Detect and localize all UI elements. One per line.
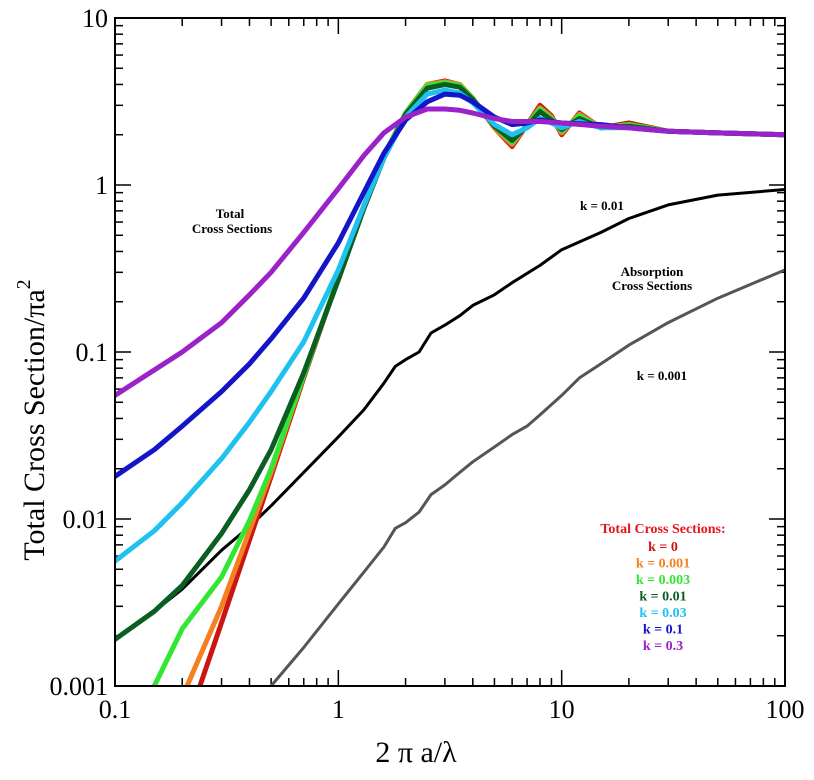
x-tick-label: 100: [766, 695, 805, 724]
x-tick-label: 0.1: [99, 695, 132, 724]
legend-item: k = 0.03: [639, 606, 686, 621]
annotation-total-line2: Cross Sections: [192, 221, 272, 236]
y-tick-label: 10: [82, 4, 108, 33]
legend-title: Total Cross Sections:: [600, 522, 725, 537]
series-line-8: [269, 268, 785, 686]
y-axis-title-superscript: 2: [13, 279, 35, 289]
plot-frame: [114, 17, 786, 687]
axis-ticks: [114, 18, 786, 687]
y-tick-label: 0.001: [50, 672, 109, 701]
annotation-absorption-line1: Absorption: [621, 264, 685, 279]
y-axis-title: Total Cross Section/πa2: [13, 279, 51, 560]
legend-item: k = 0: [648, 540, 678, 555]
series-line-2: [151, 80, 785, 686]
annotation-total-line1: Total: [216, 206, 245, 221]
series-line-0: [197, 78, 785, 686]
x-axis-title: 2 π a/λ: [375, 736, 457, 769]
legend-item: k = 0.01: [639, 590, 686, 605]
series-line-6: [115, 106, 785, 398]
legend-item: k = 0.001: [636, 557, 690, 572]
annotation-absorption-line2: Cross Sections: [612, 278, 692, 293]
tick-labels: 0.1 1 10 100 0.001 0.01 0.1 1 10: [50, 4, 805, 724]
annotation-k001: k = 0.01: [580, 198, 624, 213]
y-tick-label: 1: [95, 171, 108, 200]
y-tick-label: 0.1: [76, 338, 109, 367]
legend-item: k = 0.1: [643, 623, 683, 638]
legend-item: k = 0.3: [643, 639, 683, 654]
y-tick-label: 0.01: [63, 505, 109, 534]
y-axis-title-main: Total Cross Section/πa: [18, 289, 51, 560]
series-group: [115, 78, 785, 686]
x-tick-label: 1: [332, 695, 345, 724]
series-line-7: [115, 188, 785, 641]
annotation-k0001: k = 0.001: [637, 368, 687, 383]
legend-item: k = 0.003: [636, 573, 690, 588]
x-tick-label: 10: [549, 695, 575, 724]
